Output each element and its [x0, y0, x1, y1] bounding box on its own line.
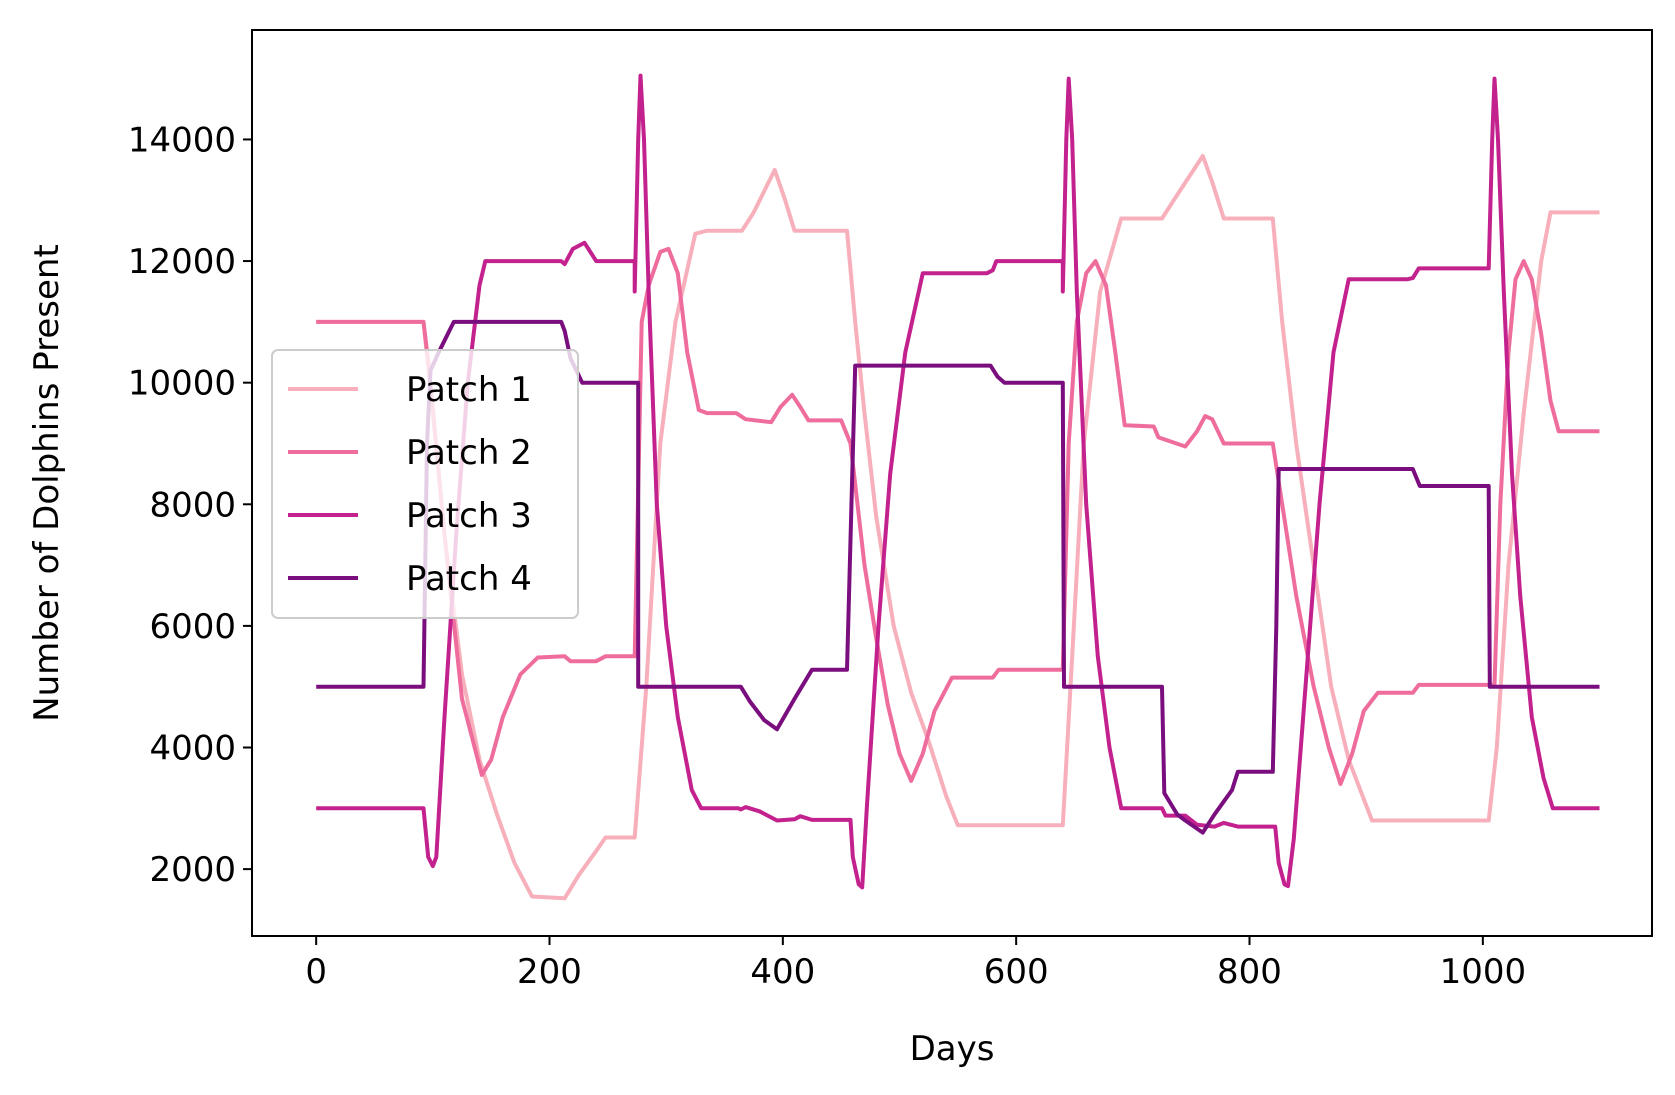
legend-label-patch-2: Patch 2 [406, 433, 532, 473]
y-tick-label: 4000 [149, 729, 236, 769]
y-tick-label: 6000 [149, 607, 236, 647]
x-tick-label: 800 [1217, 952, 1282, 992]
plot-frame [251, 29, 1653, 937]
y-tick-label: 12000 [128, 242, 236, 282]
x-tick-label: 200 [517, 952, 582, 992]
series-line-patch-2 [316, 246, 1600, 786]
legend-label-patch-3: Patch 3 [406, 496, 532, 536]
legend: Patch 1 Patch 2 Patch 3 Patch 4 [271, 349, 579, 619]
x-tick-label: 1000 [1440, 952, 1527, 992]
legend-box [271, 349, 579, 619]
x-tick-label: 0 [305, 952, 327, 992]
legend-label-patch-1: Patch 1 [406, 370, 532, 410]
y-tick-label: 8000 [149, 485, 236, 525]
y-axis-label: Number of Dolphins Present [27, 244, 67, 722]
y-tick-label: 2000 [149, 850, 236, 890]
y-axis: 2000 4000 6000 8000 10000 12000 14000 [128, 120, 252, 890]
x-tick-label: 400 [750, 952, 815, 992]
legend-label-patch-4: Patch 4 [406, 559, 532, 599]
series-line-patch-3 [316, 73, 1600, 890]
series-layer [316, 73, 1600, 901]
series-line-patch-1 [316, 153, 1600, 901]
x-axis-label: Days [910, 1029, 995, 1069]
y-tick-label: 10000 [128, 364, 236, 404]
y-tick-label: 14000 [128, 120, 236, 160]
series-line-patch-4 [316, 319, 1600, 835]
x-tick-label: 600 [984, 952, 1049, 992]
x-axis: 0 200 400 600 800 1000 [305, 936, 1526, 992]
